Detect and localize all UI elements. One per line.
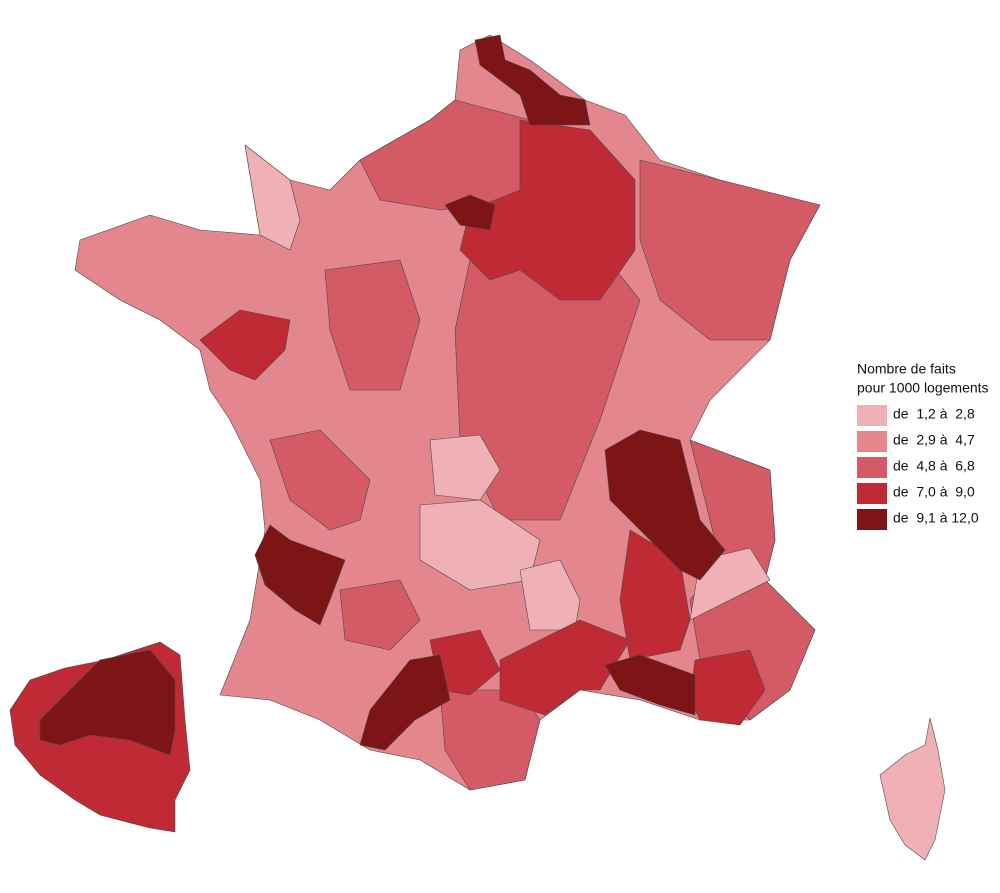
department — [474, 34, 591, 126]
department — [359, 654, 451, 751]
legend-swatch — [857, 509, 887, 530]
department — [39, 649, 176, 756]
legend-label: de 9,1 à 12,0 — [893, 510, 979, 526]
legend-swatch — [857, 405, 887, 426]
department — [429, 434, 501, 501]
department — [339, 579, 421, 651]
legend-label: de 7,0 à 9,0 — [893, 484, 975, 500]
department — [444, 194, 496, 231]
legend: Nombre de faits pour 1000 logements de 1… — [857, 361, 989, 530]
department — [359, 99, 531, 211]
legend-title: Nombre de faits — [857, 361, 956, 377]
department — [639, 159, 821, 341]
department — [199, 309, 291, 381]
legend-label: de 2,9 à 4,7 — [893, 432, 975, 448]
department — [499, 619, 631, 716]
legend-label: de 1,2 à 2,8 — [893, 406, 975, 422]
legend-title: pour 1000 logements — [857, 380, 989, 396]
department — [604, 654, 696, 716]
department — [604, 429, 726, 581]
department — [244, 144, 301, 251]
legend-label: de 4,8 à 6,8 — [893, 458, 975, 474]
legend-swatch — [857, 483, 887, 504]
legend-swatch — [857, 431, 887, 452]
department — [519, 559, 581, 631]
department — [879, 717, 946, 861]
department — [254, 524, 346, 626]
legend-swatch — [857, 457, 887, 478]
department — [324, 259, 421, 391]
department — [269, 429, 371, 531]
departments — [9, 34, 946, 861]
